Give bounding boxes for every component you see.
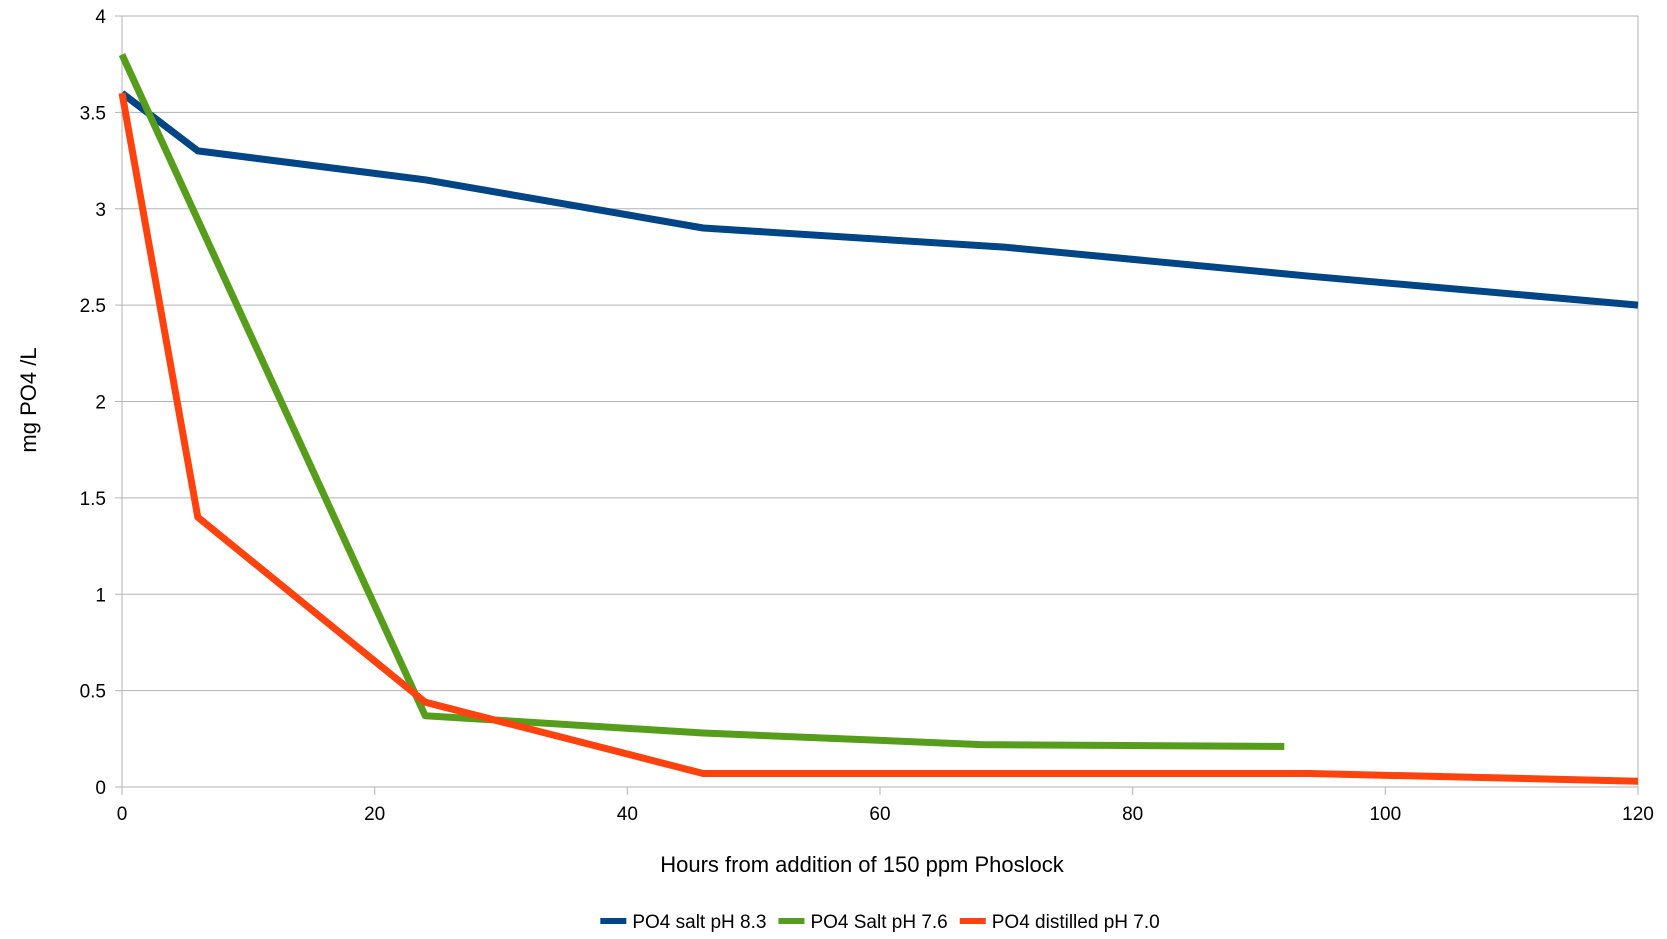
y-tick-label: 0.5	[80, 682, 106, 703]
tick-labels: 00.511.522.533.540 20 40 60 80 100 120	[80, 7, 1654, 825]
x-tick-label: 80	[1122, 804, 1143, 825]
legend-item-2: PO4 Salt pH 7.6	[778, 912, 948, 933]
legend-label: PO4 Salt pH 7.6	[810, 912, 947, 933]
y-tick-label: 1	[95, 585, 106, 606]
y-tick-label: 3.5	[80, 103, 106, 124]
x-tick-label: 120	[1622, 804, 1654, 825]
x-tick-label: 20	[364, 804, 385, 825]
y-tick-label: 1.5	[80, 489, 106, 510]
series-lines	[118, 53, 1639, 785]
y-tick-label: 2	[95, 393, 106, 414]
series-line-1	[119, 90, 1639, 309]
y-tick-label: 3	[95, 200, 106, 221]
legend-label: PO4 distilled pH 7.0	[992, 912, 1160, 933]
legend-item-1: PO4 salt pH 8.3	[600, 912, 766, 933]
x-axis-title: Hours from addition of 150 ppm Phoslock	[660, 852, 1065, 877]
x-tick-label: 40	[617, 804, 638, 825]
x-tick-label: 100	[1369, 804, 1401, 825]
y-tick-label: 2.5	[80, 296, 106, 317]
legend-item-3: PO4 distilled pH 7.0	[959, 912, 1160, 933]
grid-lines	[122, 15, 1638, 692]
legend: PO4 salt pH 8.3 PO4 Salt pH 7.6 PO4 distil…	[600, 912, 1160, 933]
legend-label: PO4 salt pH 8.3	[632, 912, 766, 933]
series-line-2	[118, 53, 1285, 750]
y-axis-title: mg PO4 /L	[16, 347, 41, 452]
axes	[115, 15, 1639, 795]
x-tick-label: 60	[869, 804, 890, 825]
x-tick-label: 0	[117, 804, 128, 825]
series-line-3	[118, 92, 1639, 785]
y-tick-label: 4	[95, 7, 106, 28]
y-tick-label: 0	[95, 778, 106, 799]
